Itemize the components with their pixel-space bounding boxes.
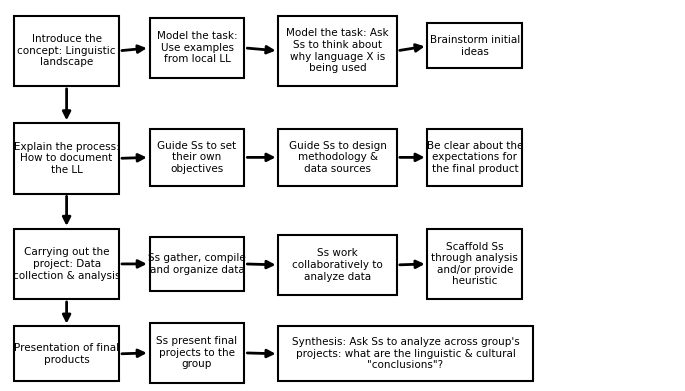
Text: Carrying out the
project: Data
collection & analysis: Carrying out the project: Data collectio… (13, 248, 121, 280)
Text: Brainstorm initial
ideas: Brainstorm initial ideas (429, 35, 520, 57)
FancyBboxPatch shape (14, 123, 119, 194)
Text: Guide Ss to design
methodology &
data sources: Guide Ss to design methodology & data so… (289, 141, 386, 174)
Text: Ss gather, compile
and organize data: Ss gather, compile and organize data (148, 253, 246, 275)
FancyBboxPatch shape (14, 326, 119, 381)
FancyBboxPatch shape (14, 16, 119, 86)
FancyBboxPatch shape (149, 129, 245, 186)
Text: Model the task:
Use examples
from local LL: Model the task: Use examples from local … (157, 31, 238, 65)
Text: Ss present final
projects to the
group: Ss present final projects to the group (156, 336, 238, 369)
Text: Guide Ss to set
their own
objectives: Guide Ss to set their own objectives (158, 141, 236, 174)
Text: Ss work
collaboratively to
analyze data: Ss work collaboratively to analyze data (292, 248, 383, 282)
Text: Introduce the
concept: Linguistic
landscape: Introduce the concept: Linguistic landsc… (17, 34, 116, 67)
FancyBboxPatch shape (278, 129, 397, 186)
FancyBboxPatch shape (278, 16, 397, 86)
FancyBboxPatch shape (427, 129, 523, 186)
Text: Scaffold Ss
through analysis
and/or provide
heuristic: Scaffold Ss through analysis and/or prov… (432, 242, 519, 286)
Text: Synthesis: Ask Ss to analyze across group's
projects: what are the linguistic & : Synthesis: Ask Ss to analyze across grou… (292, 337, 519, 370)
FancyBboxPatch shape (427, 23, 523, 68)
Text: Model the task: Ask
Ss to think about
why language X is
being used: Model the task: Ask Ss to think about wh… (286, 29, 389, 73)
FancyBboxPatch shape (14, 229, 119, 299)
FancyBboxPatch shape (149, 18, 245, 78)
FancyBboxPatch shape (278, 235, 397, 295)
Text: Be clear about the
expectations for
the final product: Be clear about the expectations for the … (427, 141, 523, 174)
FancyBboxPatch shape (427, 229, 523, 299)
FancyBboxPatch shape (149, 237, 245, 291)
Text: Presentation of final
products: Presentation of final products (14, 343, 119, 365)
FancyBboxPatch shape (149, 323, 245, 383)
Text: Explain the process:
How to document
the LL: Explain the process: How to document the… (14, 142, 119, 175)
FancyBboxPatch shape (278, 326, 532, 381)
